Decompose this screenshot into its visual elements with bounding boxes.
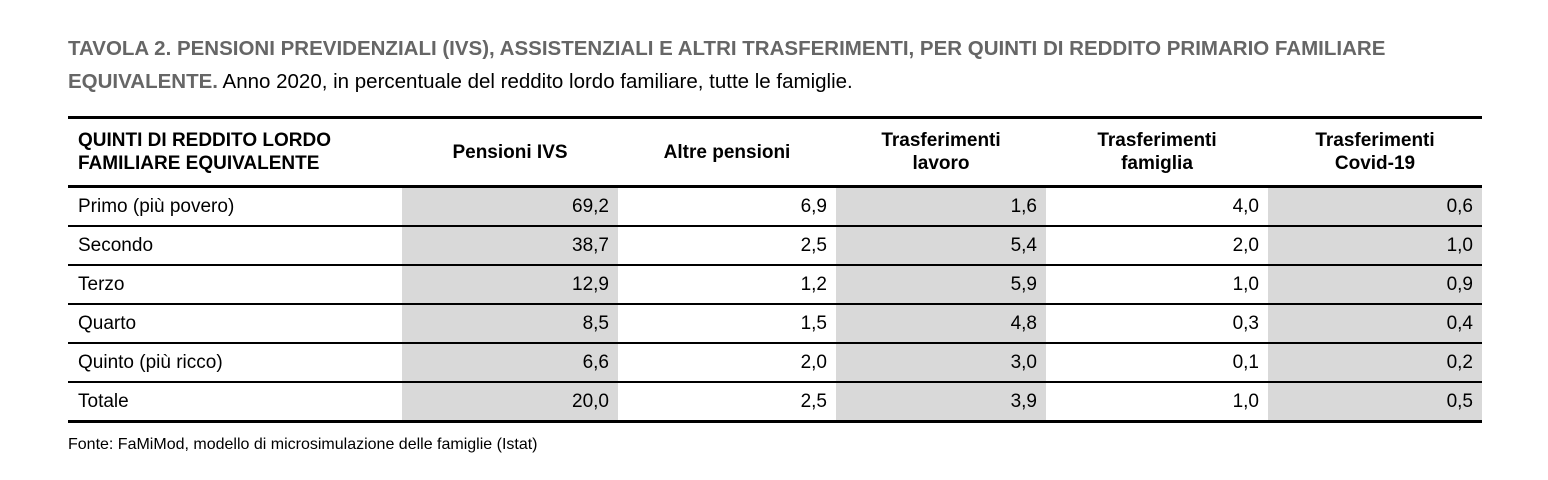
table-cell: 3,0 — [836, 343, 1046, 384]
table-cell: 0,6 — [1268, 186, 1482, 228]
table-cell: 2,0 — [618, 343, 836, 384]
table-cell: 6,6 — [402, 343, 618, 384]
table-cell: 1,0 — [1046, 265, 1268, 306]
row-label: Quinto (più ricco) — [68, 343, 402, 384]
table-cell: 3,9 — [836, 382, 1046, 424]
table-cell: 1,5 — [618, 304, 836, 345]
table-row-terzo: Terzo 12,9 1,2 5,9 1,0 0,9 — [68, 265, 1482, 306]
table-cell: 2,5 — [618, 226, 836, 267]
column-header-altre-pensioni: Altre pensioni — [618, 117, 836, 189]
table-row-quarto: Quarto 8,5 1,5 4,8 0,3 0,4 — [68, 304, 1482, 345]
table-cell: 1,6 — [836, 186, 1046, 228]
table-cell: 5,4 — [836, 226, 1046, 267]
content-area: TAVOLA 2. PENSIONI PREVIDENZIALI (IVS), … — [68, 32, 1482, 454]
row-label: Secondo — [68, 226, 402, 267]
table-caption-title: TAVOLA 2. PENSIONI PREVIDENZIALI (IVS), … — [68, 37, 1386, 94]
pension-transfers-table: QUINTI DI REDDITO LORDO FAMILIARE EQUIVA… — [68, 116, 1482, 424]
row-label: Quarto — [68, 304, 402, 345]
table-cell: 1,0 — [1046, 382, 1268, 424]
table-cell: 2,0 — [1046, 226, 1268, 267]
header-row: QUINTI DI REDDITO LORDO FAMILIARE EQUIVA… — [68, 117, 1482, 189]
table-row-primo: Primo (più povero) 69,2 6,9 1,6 4,0 0,6 — [68, 186, 1482, 228]
table-cell: 4,8 — [836, 304, 1046, 345]
table-cell: 0,2 — [1268, 343, 1482, 384]
table-cell: 38,7 — [402, 226, 618, 267]
source-note: Fonte: FaMiMod, modello di microsimulazi… — [68, 436, 538, 454]
table-row-secondo: Secondo 38,7 2,5 5,4 2,0 1,0 — [68, 226, 1482, 267]
table-cell: 1,2 — [618, 265, 836, 306]
table-cell: 0,5 — [1268, 382, 1482, 424]
row-label: Terzo — [68, 265, 402, 306]
table-cell: 69,2 — [402, 186, 618, 228]
table-cell: 12,9 — [402, 265, 618, 306]
column-header-trasferimenti-lavoro: Trasferimenti lavoro — [836, 117, 1046, 189]
table-cell: 1,0 — [1268, 226, 1482, 267]
table-cell: 20,0 — [402, 382, 618, 424]
column-header-quintiles: QUINTI DI REDDITO LORDO FAMILIARE EQUIVA… — [68, 117, 402, 189]
table-caption: TAVOLA 2. PENSIONI PREVIDENZIALI (IVS), … — [68, 32, 1482, 98]
table-cell: 0,3 — [1046, 304, 1268, 345]
row-label: Totale — [68, 382, 402, 424]
table-cell: 2,5 — [618, 382, 836, 424]
table-row-totale: Totale 20,0 2,5 3,9 1,0 0,5 — [68, 382, 1482, 424]
row-label: Primo (più povero) — [68, 186, 402, 228]
table-cell: 5,9 — [836, 265, 1046, 306]
column-header-trasferimenti-famiglia: Trasferimenti famiglia — [1046, 117, 1268, 189]
table-cell: 4,0 — [1046, 186, 1268, 228]
table-cell: 0,4 — [1268, 304, 1482, 345]
table-caption-subtitle: Anno 2020, in percentuale del reddito lo… — [222, 70, 853, 94]
table-cell: 0,1 — [1046, 343, 1268, 384]
column-header-trasferimenti-covid19: Trasferimenti Covid-19 — [1268, 117, 1482, 189]
table-cell: 8,5 — [402, 304, 618, 345]
table-cell: 6,9 — [618, 186, 836, 228]
table-cell: 0,9 — [1268, 265, 1482, 306]
column-header-pensioni-ivs: Pensioni IVS — [402, 117, 618, 189]
table-row-quinto: Quinto (più ricco) 6,6 2,0 3,0 0,1 0,2 — [68, 343, 1482, 384]
